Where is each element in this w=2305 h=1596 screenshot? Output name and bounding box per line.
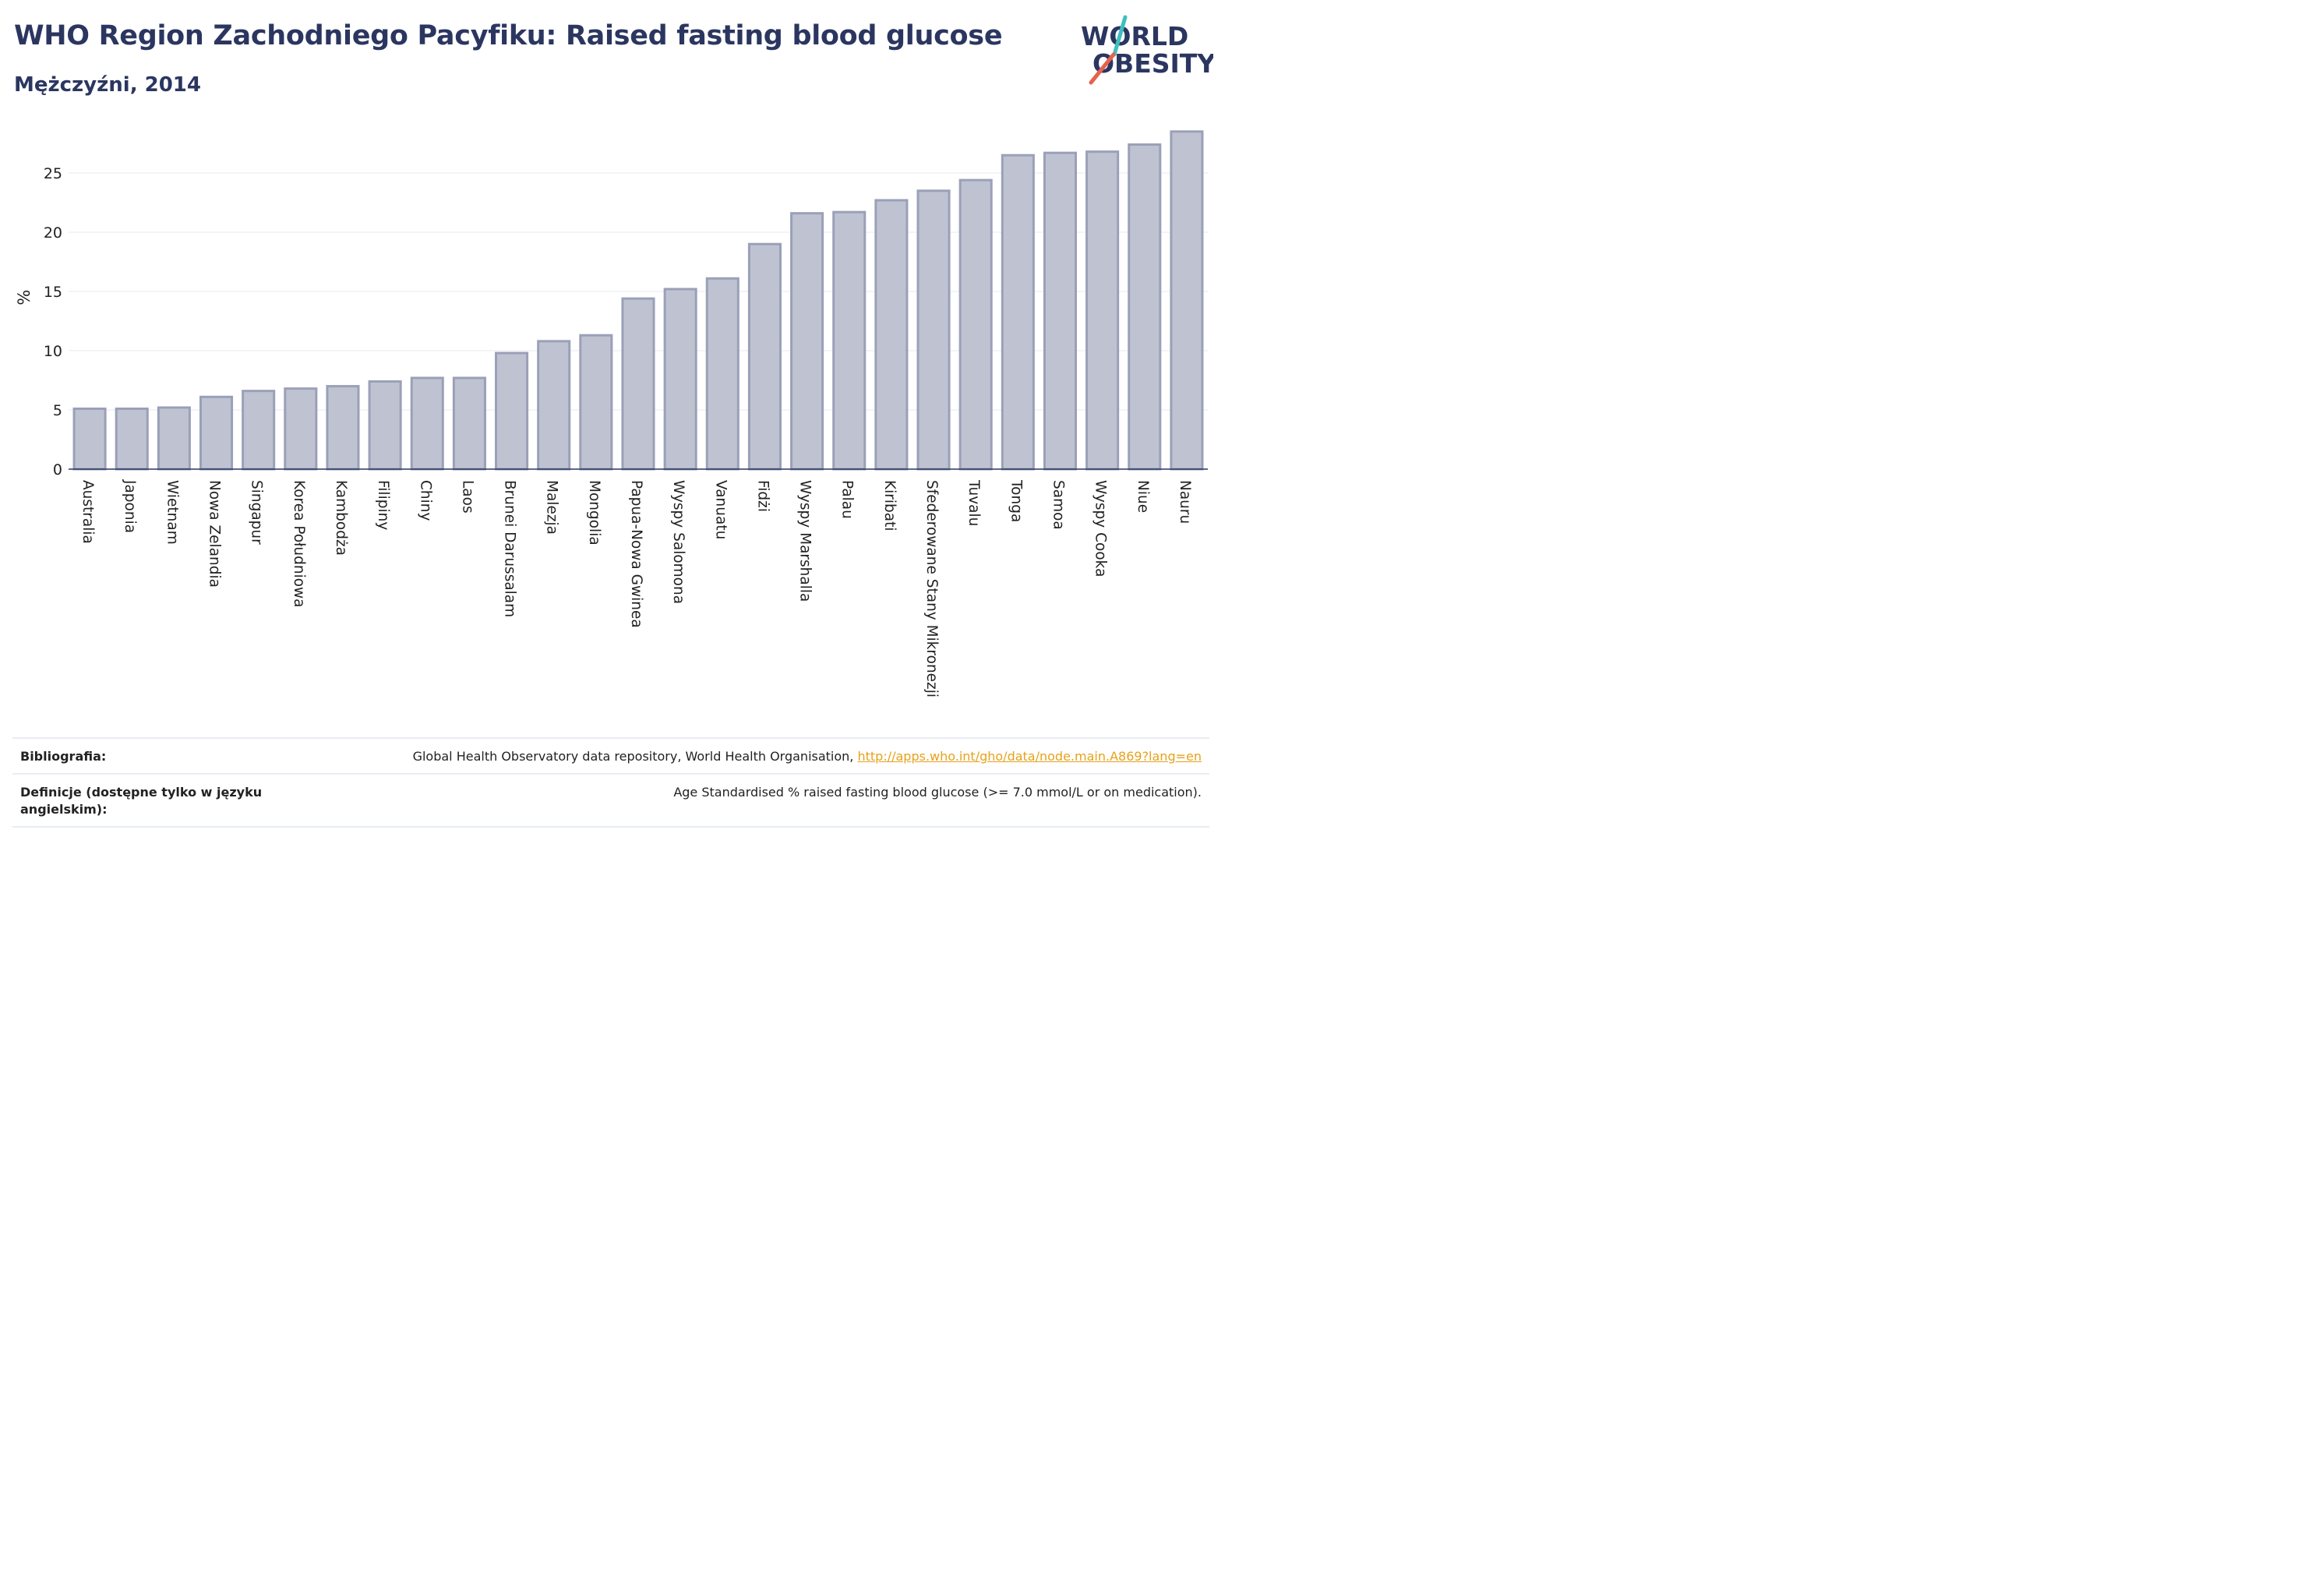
y-axis-ticks: 0 5 10 15 20 25 (44, 165, 62, 478)
bibliography-text: Global Health Observatory data repositor… (412, 749, 858, 764)
x-tick-label: Fidżi (754, 480, 771, 512)
x-tick-label: Laos (459, 480, 475, 514)
bar (705, 277, 740, 471)
bar (916, 189, 951, 471)
bar (1043, 151, 1078, 471)
x-tick-label: Wyspy Salomona (670, 480, 687, 604)
bar (410, 376, 444, 471)
x-tick-label: Niue (1135, 480, 1151, 513)
x-tick-label: Papua-Nowa Gwinea (628, 480, 644, 628)
x-tick-label: Australia (79, 480, 96, 544)
bar (199, 395, 234, 471)
x-tick-label: Vanuatu (712, 480, 729, 539)
x-tick-label: Korea Południowa (291, 480, 307, 608)
world-obesity-logo: WORLD OBESITY (1081, 15, 1213, 85)
page-title: WHO Region Zachodniego Pacyfiku: Raised … (14, 20, 1003, 51)
x-tick-label: Brunei Darussalam (502, 480, 518, 617)
bar (1085, 150, 1120, 471)
y-tick-label: 0 (53, 461, 62, 478)
bar (326, 385, 360, 471)
bar (832, 210, 867, 471)
bar (790, 212, 824, 471)
x-axis-ticks: Australia Japonia Wietnam Nowa Zelandia Sing… (79, 479, 1193, 697)
bibliography-link[interactable]: http://apps.who.int/gho/data/node.main.A… (857, 749, 1202, 764)
bar (284, 387, 318, 471)
bar (115, 407, 149, 471)
x-tick-label: Malezja (544, 480, 560, 535)
footer: Bibliografia: Global Health Observatory … (12, 737, 1209, 828)
bar (663, 288, 697, 471)
x-tick-label: Japonia (122, 479, 138, 533)
bar (72, 407, 107, 471)
y-tick-label: 15 (44, 284, 62, 301)
x-tick-label: Tonga (1008, 479, 1024, 522)
logo-slash-red (1089, 52, 1116, 85)
bar (747, 242, 782, 471)
bar-chart: 0 5 10 15 20 25 Australia Japonia Wietnam Nowa Z… (15, 130, 1208, 697)
bar (874, 199, 909, 471)
x-tick-label: Wietnam (164, 480, 180, 545)
bar (452, 376, 486, 471)
y-tick-label: 5 (53, 402, 62, 419)
x-tick-label: Wyspy Marshalla (797, 480, 814, 602)
x-tick-label: Kambodża (333, 480, 349, 556)
logo-slash-teal (1112, 15, 1128, 57)
bar (1128, 143, 1162, 471)
x-tick-label: Kiribati (881, 480, 898, 531)
logo-word-world: WORLD (1081, 21, 1188, 51)
bar (157, 406, 191, 471)
x-tick-label: Nauru (1177, 480, 1193, 524)
bar (1001, 154, 1035, 471)
x-tick-label: Wyspy Cooka (1092, 480, 1109, 577)
definitions-value: Age Standardised % raised fasting blood … (673, 785, 1202, 800)
y-tick-label: 25 (44, 165, 62, 182)
definitions-label: Definicje (dostępne tylko w języku angie… (20, 785, 263, 817)
logo-word-obesity: OBESITY (1092, 48, 1213, 79)
x-tick-label: Tuvalu (965, 479, 982, 526)
x-tick-label: Chiny (417, 480, 433, 521)
y-tick-label: 20 (44, 224, 62, 242)
bar (368, 380, 402, 471)
bar (537, 340, 571, 471)
x-tick-label: Mongolia (586, 480, 602, 546)
bars (72, 130, 1204, 471)
bar (242, 390, 276, 471)
y-axis-label: % (15, 290, 34, 305)
bar (621, 297, 655, 471)
bibliography-value: Global Health Observatory data repositor… (413, 748, 1202, 765)
x-tick-label: Nowa Zelandia (206, 480, 223, 588)
page-subtitle: Mężczyźni, 2014 (14, 73, 201, 97)
footer-bibliography-row: Bibliografia: Global Health Observatory … (12, 737, 1209, 773)
bar (579, 334, 613, 471)
bar (495, 351, 529, 471)
x-tick-label: Filipiny (375, 480, 391, 530)
x-tick-label: Sfederowane Stany Mikronezji (923, 480, 940, 697)
x-tick-label: Singapur (249, 480, 265, 545)
x-tick-label: Samoa (1050, 480, 1066, 530)
footer-definitions-row: Definicje (dostępne tylko w języku angie… (12, 773, 1209, 828)
x-tick-label: Palau (839, 480, 856, 519)
bar (958, 178, 993, 471)
bibliography-label: Bibliografia: (20, 749, 107, 764)
bar (1170, 130, 1204, 471)
y-tick-label: 10 (44, 343, 62, 360)
